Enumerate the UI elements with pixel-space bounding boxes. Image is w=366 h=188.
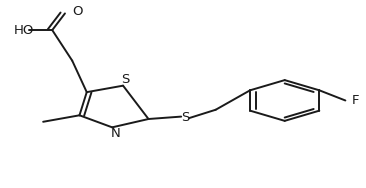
Text: N: N — [111, 127, 121, 140]
Text: F: F — [352, 94, 359, 107]
Text: HO: HO — [14, 24, 34, 37]
Text: S: S — [121, 73, 129, 86]
Text: S: S — [181, 111, 189, 124]
Text: O: O — [72, 5, 83, 18]
